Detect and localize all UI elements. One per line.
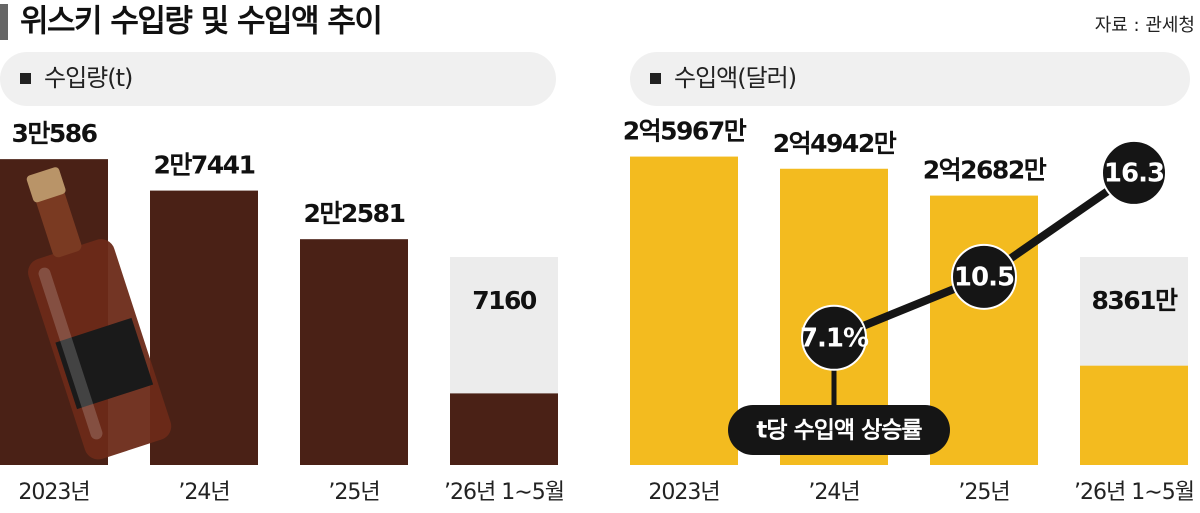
- bar: [450, 393, 558, 465]
- x-tick-label: ’25년: [328, 480, 379, 505]
- source: 자료 : 관세청: [1095, 15, 1195, 36]
- x-tick-label: ’24년: [808, 480, 859, 505]
- value-label: 2만2581: [304, 199, 405, 228]
- bar: [630, 156, 738, 465]
- panel-header: [630, 52, 1190, 106]
- value-label: 2억4942만: [773, 129, 897, 158]
- value-label: 2억2682만: [923, 156, 1047, 185]
- line-point: [1101, 139, 1167, 206]
- title-bar: [0, 4, 8, 40]
- title: 위스키 수입량 및 수입액 추이: [20, 4, 381, 40]
- bottle-illustration: [26, 167, 172, 460]
- value-label: 7160: [472, 286, 537, 315]
- header-bullet: [20, 73, 31, 84]
- point-label: 10.5: [954, 262, 1014, 292]
- point-label: 16.3: [1104, 158, 1164, 188]
- point-label: 7.1%: [800, 323, 869, 353]
- bottle-neck: [35, 189, 82, 258]
- value-label: 2억5967만: [623, 117, 747, 146]
- bottle-shine: [38, 267, 103, 440]
- bar: [300, 239, 408, 465]
- bar: [1080, 365, 1188, 465]
- value-label: 8361만: [1091, 286, 1178, 315]
- value-label: 3만586: [11, 119, 97, 148]
- line-point: [951, 243, 1017, 310]
- panel-title: 수입량(t): [44, 64, 132, 92]
- bottle-label: [55, 317, 154, 410]
- x-tick-label: 2023년: [18, 480, 89, 505]
- bottle-cap: [26, 167, 66, 203]
- bar: [930, 195, 1038, 466]
- x-tick-label: ’25년: [958, 480, 1009, 505]
- panel-header: [0, 52, 556, 106]
- x-tick-label: ’26년 1∼5월: [1074, 480, 1194, 505]
- callout-box: [728, 405, 950, 455]
- series-name: t당 수입액 상승률: [756, 418, 922, 444]
- x-tick-label: 2023년: [648, 480, 719, 505]
- x-tick-label: ’26년 1∼5월: [444, 480, 564, 505]
- line-point: [801, 304, 867, 371]
- value-label: 2만7441: [154, 151, 255, 180]
- panel-title: 수입액(달러): [674, 64, 796, 92]
- header-bullet: [650, 73, 661, 84]
- charts: 수입량(t) 3만586 2023년 2만7441 ’24년 2만2581 ’25년 7160…: [0, 52, 1195, 505]
- x-tick-label: ’24년: [178, 480, 229, 505]
